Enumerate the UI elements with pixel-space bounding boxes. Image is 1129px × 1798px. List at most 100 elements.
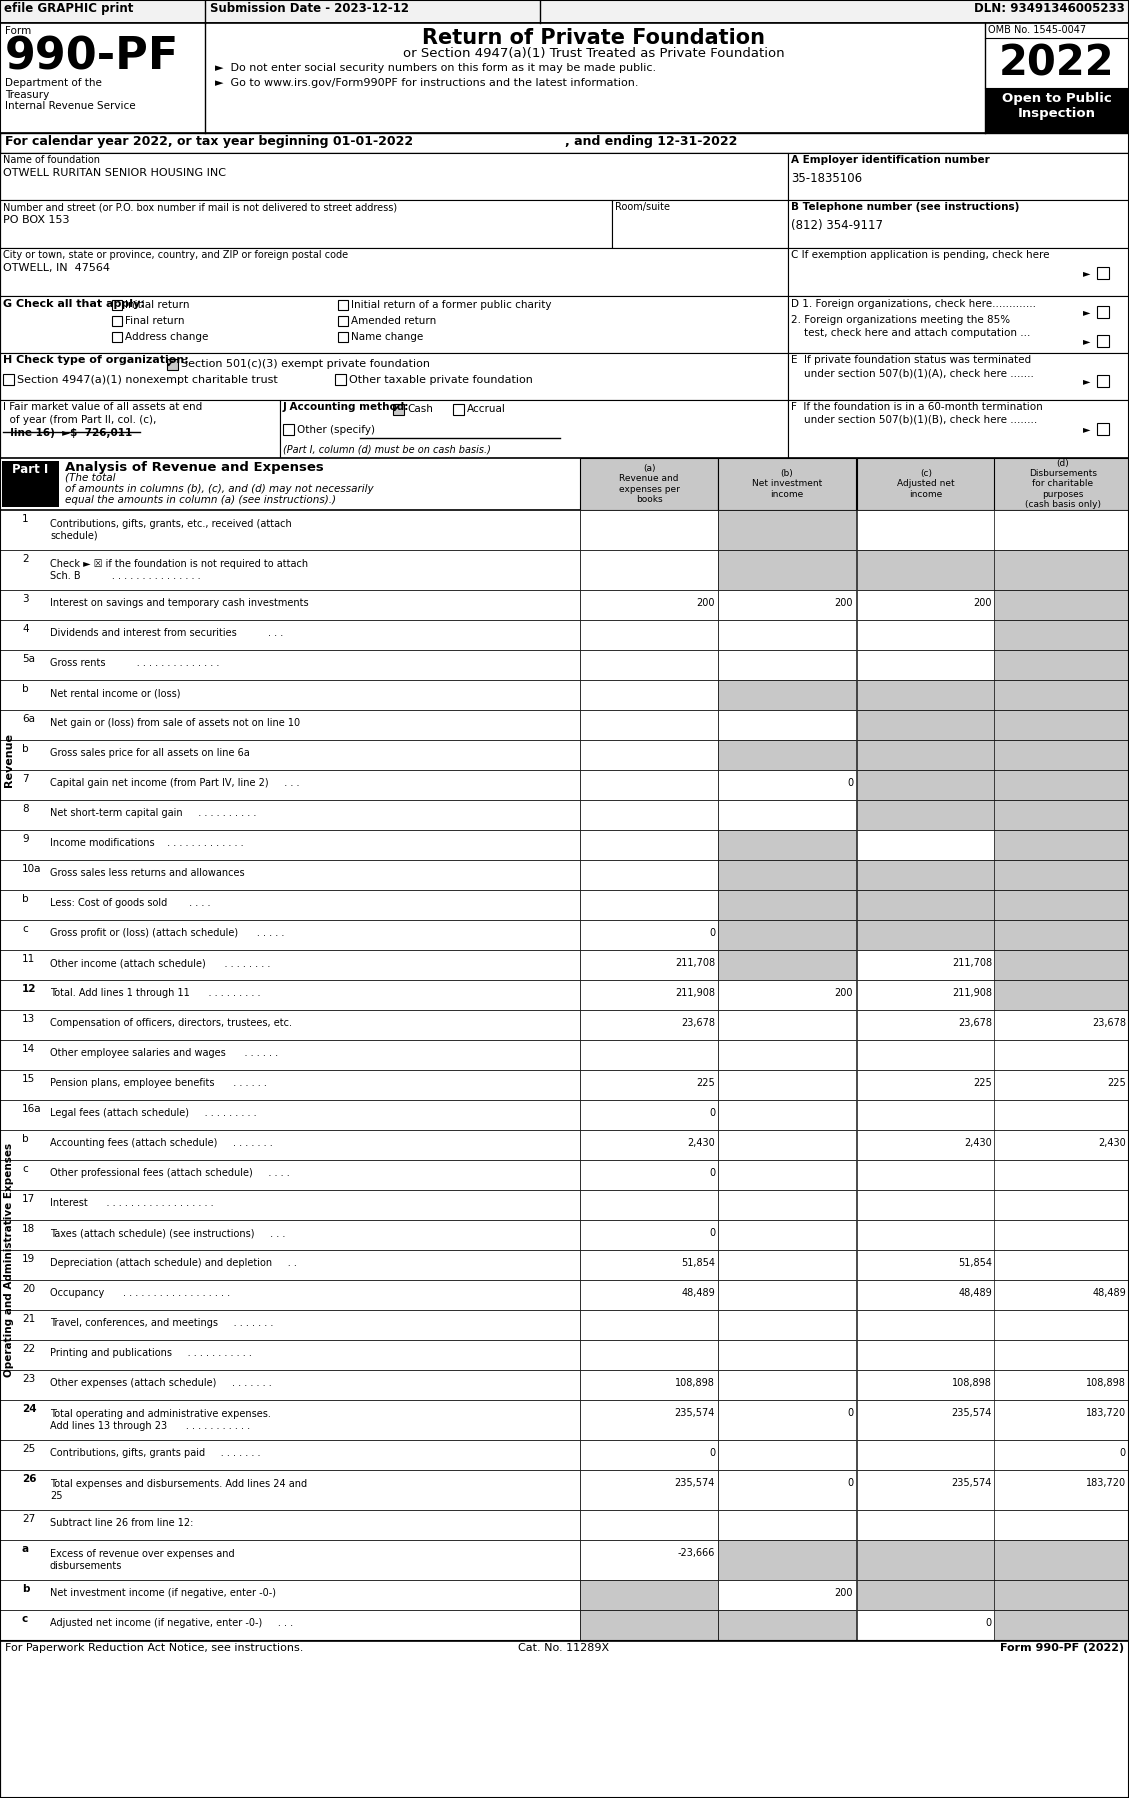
Text: c: c xyxy=(21,1163,28,1174)
Text: 48,489: 48,489 xyxy=(959,1287,992,1298)
Bar xyxy=(857,1541,995,1580)
Bar xyxy=(718,1510,856,1541)
Bar xyxy=(788,153,1129,200)
Text: G Check all that apply:: G Check all that apply: xyxy=(3,298,145,309)
Bar xyxy=(718,949,856,980)
Bar xyxy=(994,710,1129,741)
Text: Return of Private Foundation: Return of Private Foundation xyxy=(422,29,765,49)
Text: 23: 23 xyxy=(21,1374,35,1384)
Bar xyxy=(3,374,14,385)
Bar xyxy=(0,352,788,399)
Text: b: b xyxy=(21,744,28,753)
Text: 13: 13 xyxy=(21,1014,35,1025)
Bar xyxy=(718,1311,856,1340)
Text: 21: 21 xyxy=(21,1314,35,1323)
Text: b: b xyxy=(21,1584,29,1595)
Bar xyxy=(857,710,995,741)
Text: Taxes (attach schedule) (see instructions)     . . .: Taxes (attach schedule) (see instruction… xyxy=(50,1228,286,1239)
Bar xyxy=(718,1401,856,1440)
Text: 7: 7 xyxy=(21,773,28,784)
Text: 22: 22 xyxy=(21,1343,35,1354)
Bar xyxy=(1097,266,1109,279)
Text: Interest on savings and temporary cash investments: Interest on savings and temporary cash i… xyxy=(50,599,308,608)
Text: 26: 26 xyxy=(21,1474,36,1483)
Text: 225: 225 xyxy=(1108,1079,1126,1088)
Text: Total expenses and disbursements. Add lines 24 and
25: Total expenses and disbursements. Add li… xyxy=(50,1480,307,1501)
Text: 0: 0 xyxy=(709,1228,715,1239)
Bar xyxy=(0,1221,580,1250)
Text: (a)
Revenue and
expenses per
books: (a) Revenue and expenses per books xyxy=(619,464,680,503)
Bar xyxy=(580,1340,718,1370)
Bar xyxy=(718,1541,856,1580)
Text: DLN: 93491346005233: DLN: 93491346005233 xyxy=(974,2,1124,14)
Bar xyxy=(453,405,464,415)
Text: Dividends and interest from securities          . . .: Dividends and interest from securities .… xyxy=(50,628,283,638)
Text: 51,854: 51,854 xyxy=(681,1259,715,1268)
Text: -23,666: -23,666 xyxy=(677,1548,715,1559)
Bar xyxy=(857,921,995,949)
Text: Interest      . . . . . . . . . . . . . . . . . .: Interest . . . . . . . . . . . . . . . .… xyxy=(50,1197,213,1208)
Text: (d)
Disbursements
for charitable
purposes
(cash basis only): (d) Disbursements for charitable purpose… xyxy=(1025,458,1101,509)
Bar xyxy=(857,1471,995,1510)
Bar xyxy=(984,88,1129,133)
Text: Analysis of Revenue and Expenses: Analysis of Revenue and Expenses xyxy=(65,460,324,475)
Bar xyxy=(994,458,1129,511)
Text: line 16)  ►$  726,011: line 16) ►$ 726,011 xyxy=(3,428,132,439)
Bar xyxy=(857,1440,995,1471)
Text: Form 990-PF (2022): Form 990-PF (2022) xyxy=(1000,1643,1124,1652)
Text: of amounts in columns (b), (c), and (d) may not necessarily: of amounts in columns (b), (c), and (d) … xyxy=(65,484,374,494)
Text: 183,720: 183,720 xyxy=(1086,1478,1126,1489)
Bar xyxy=(580,1100,718,1129)
Bar xyxy=(0,949,580,980)
Text: 15: 15 xyxy=(21,1073,35,1084)
Text: Printing and publications     . . . . . . . . . . .: Printing and publications . . . . . . . … xyxy=(50,1348,252,1357)
Bar xyxy=(994,1070,1129,1100)
Bar xyxy=(718,1100,856,1129)
Bar xyxy=(393,405,404,415)
Text: 2,430: 2,430 xyxy=(1099,1138,1126,1147)
Bar xyxy=(994,511,1129,550)
Text: Revenue: Revenue xyxy=(5,734,14,788)
Text: H Check type of organization:: H Check type of organization: xyxy=(3,354,189,365)
Text: (Part I, column (d) must be on cash basis.): (Part I, column (d) must be on cash basi… xyxy=(283,444,491,455)
Text: 0: 0 xyxy=(709,1108,715,1118)
Text: 0: 0 xyxy=(847,1478,854,1489)
Text: Cat. No. 11289X: Cat. No. 11289X xyxy=(518,1643,610,1652)
Text: 0: 0 xyxy=(986,1618,992,1627)
Text: test, check here and attach computation ...: test, check here and attach computation … xyxy=(791,327,1031,338)
Text: For calendar year 2022, or tax year beginning 01-01-2022: For calendar year 2022, or tax year begi… xyxy=(5,135,413,147)
Bar xyxy=(857,1580,995,1609)
Bar xyxy=(718,458,856,511)
Bar xyxy=(0,1640,1129,1798)
Text: 235,574: 235,574 xyxy=(952,1408,992,1419)
Bar xyxy=(718,1039,856,1070)
Bar xyxy=(580,1039,718,1070)
Text: Gross profit or (loss) (attach schedule)      . . . . .: Gross profit or (loss) (attach schedule)… xyxy=(50,928,285,939)
Bar xyxy=(580,1609,718,1640)
Bar xyxy=(338,316,348,325)
Text: Subtract line 26 from line 12:: Subtract line 26 from line 12: xyxy=(50,1518,193,1528)
Text: 51,854: 51,854 xyxy=(959,1259,992,1268)
Bar xyxy=(994,651,1129,680)
Bar xyxy=(0,590,580,620)
Bar xyxy=(994,1370,1129,1401)
Bar xyxy=(857,741,995,770)
Text: 1: 1 xyxy=(21,514,28,523)
Bar xyxy=(718,890,856,921)
Text: 108,898: 108,898 xyxy=(1086,1377,1126,1388)
Text: 10a: 10a xyxy=(21,865,42,874)
Text: ✔: ✔ xyxy=(392,405,401,414)
Text: ►  Go to www.irs.gov/Form990PF for instructions and the latest information.: ► Go to www.irs.gov/Form990PF for instru… xyxy=(215,77,639,88)
Text: Pension plans, employee benefits      . . . . . .: Pension plans, employee benefits . . . .… xyxy=(50,1079,266,1088)
Text: 200: 200 xyxy=(834,1588,854,1598)
Bar xyxy=(994,1160,1129,1190)
Bar xyxy=(0,23,1129,133)
Bar xyxy=(718,1471,856,1510)
Text: 23,678: 23,678 xyxy=(1092,1018,1126,1028)
Bar xyxy=(718,980,856,1010)
Bar xyxy=(857,1070,995,1100)
Text: 5a: 5a xyxy=(21,654,35,663)
Bar xyxy=(580,831,718,859)
Bar xyxy=(857,680,995,710)
Bar xyxy=(0,1010,580,1039)
